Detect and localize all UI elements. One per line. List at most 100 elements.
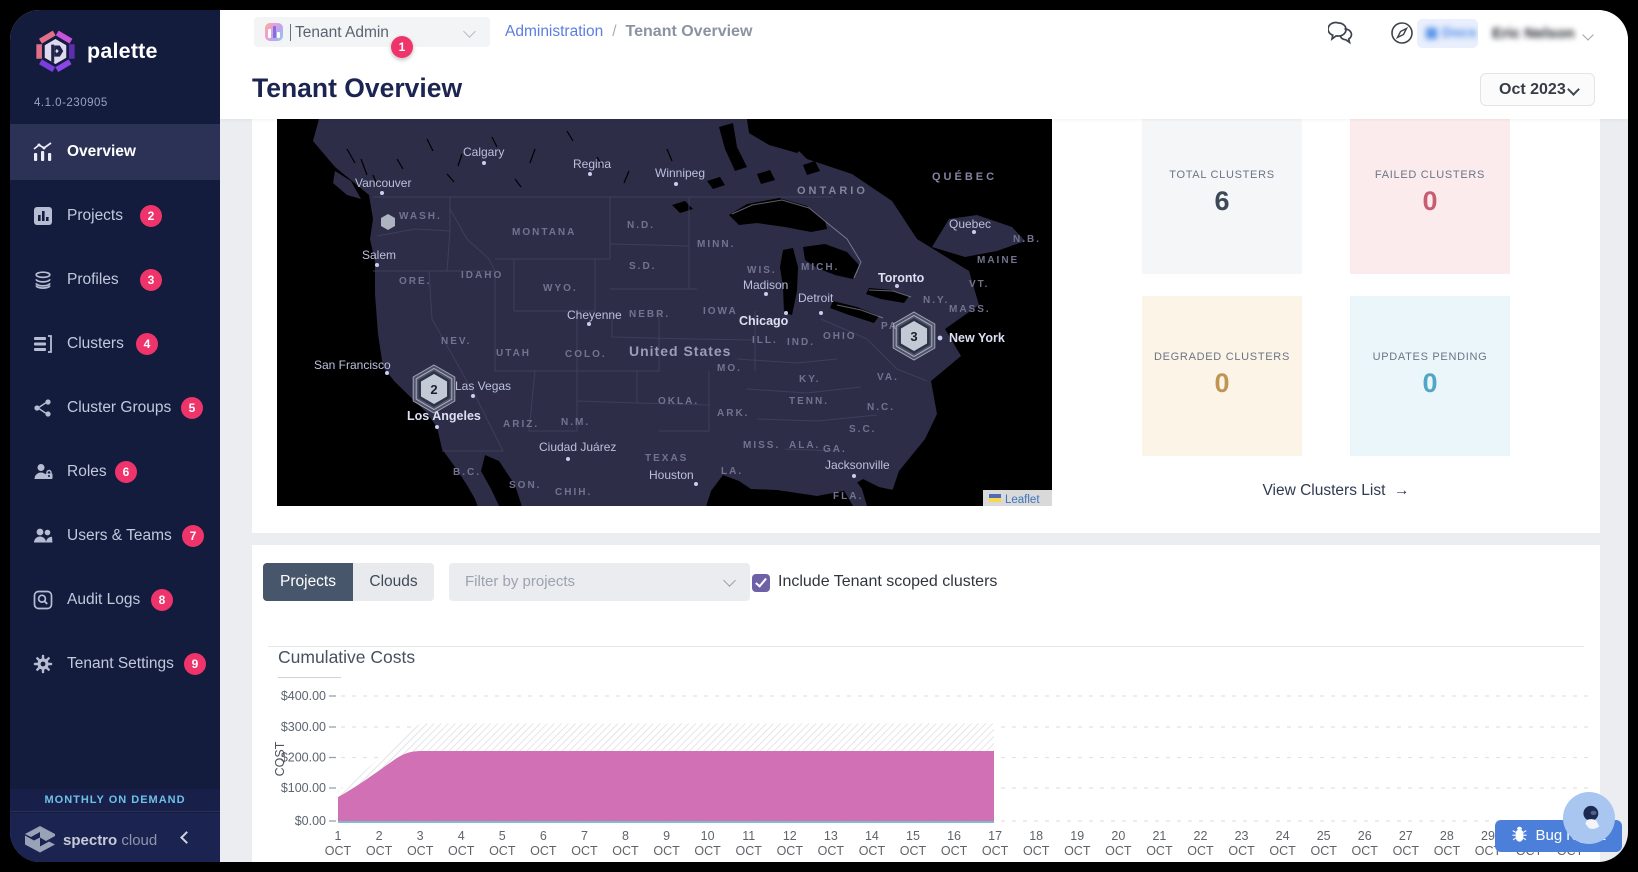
svg-text:Toronto: Toronto	[878, 271, 925, 285]
svg-text:OCT: OCT	[612, 844, 639, 858]
svg-text:MONTANA: MONTANA	[512, 227, 576, 238]
svg-text:N.D.: N.D.	[627, 220, 655, 231]
svg-text:Leaflet: Leaflet	[1005, 494, 1040, 506]
svg-text:IDAHO: IDAHO	[461, 270, 503, 281]
svg-text:OCT: OCT	[736, 844, 763, 858]
svg-text:$400.00: $400.00	[281, 689, 326, 703]
svg-text:18: 18	[1029, 829, 1043, 843]
svg-text:N.C.: N.C.	[867, 402, 895, 413]
svg-text:OCT: OCT	[1352, 844, 1379, 858]
svg-text:14: 14	[865, 829, 879, 843]
svg-text:Regina: Regina	[573, 157, 611, 171]
svg-text:MAINE: MAINE	[977, 255, 1019, 266]
svg-text:OCT: OCT	[489, 844, 516, 858]
svg-text:Los Angeles: Los Angeles	[407, 409, 481, 423]
svg-text:12: 12	[783, 829, 797, 843]
svg-text:OCT: OCT	[325, 844, 352, 858]
svg-text:25: 25	[1317, 829, 1331, 843]
svg-text:6: 6	[540, 829, 547, 843]
svg-text:N.Y.: N.Y.	[923, 295, 949, 306]
svg-text:OCT: OCT	[1393, 844, 1420, 858]
svg-text:New York: New York	[949, 331, 1005, 345]
svg-text:9: 9	[663, 829, 670, 843]
svg-text:COLO.: COLO.	[565, 349, 607, 360]
svg-text:TEXAS: TEXAS	[645, 453, 688, 464]
svg-text:OKLA.: OKLA.	[658, 396, 699, 407]
svg-text:TENN.: TENN.	[789, 396, 829, 407]
svg-text:COST: COST	[273, 741, 287, 776]
svg-text:S.C.: S.C.	[849, 424, 876, 435]
svg-text:PA: PA	[881, 321, 898, 332]
svg-text:ILL.: ILL.	[752, 335, 778, 346]
svg-text:MISS.: MISS.	[743, 440, 780, 451]
svg-text:Las Vegas: Las Vegas	[455, 379, 511, 393]
svg-text:OCT: OCT	[1228, 844, 1255, 858]
svg-text:ONTARIO: ONTARIO	[797, 185, 868, 197]
svg-text:Quebec: Quebec	[949, 217, 991, 231]
svg-text:5: 5	[499, 829, 506, 843]
svg-text:27: 27	[1399, 829, 1413, 843]
svg-text:SON.: SON.	[509, 480, 541, 491]
svg-text:Ciudad Juárez: Ciudad Juárez	[539, 440, 616, 454]
svg-text:OCT: OCT	[366, 844, 393, 858]
svg-text:ALA.: ALA.	[789, 440, 820, 451]
svg-text:MICH.: MICH.	[801, 262, 839, 273]
svg-text:N.M.: N.M.	[561, 417, 590, 428]
svg-text:OCT: OCT	[1187, 844, 1214, 858]
svg-text:15: 15	[906, 829, 920, 843]
svg-text:Jacksonville: Jacksonville	[825, 458, 890, 472]
svg-text:3: 3	[910, 329, 917, 344]
svg-text:Chicago: Chicago	[739, 314, 789, 328]
svg-text:OCT: OCT	[1105, 844, 1132, 858]
svg-text:$300.00: $300.00	[281, 720, 326, 734]
svg-text:23: 23	[1235, 829, 1249, 843]
svg-text:MASS.: MASS.	[949, 304, 991, 315]
svg-text:OCT: OCT	[982, 844, 1009, 858]
svg-text:MO.: MO.	[717, 363, 742, 374]
svg-text:WYO.: WYO.	[543, 283, 578, 294]
svg-text:20: 20	[1111, 829, 1125, 843]
svg-text:ORE.: ORE.	[399, 276, 431, 287]
svg-text:OCT: OCT	[1064, 844, 1091, 858]
svg-text:Madison: Madison	[743, 278, 788, 292]
svg-text:OCT: OCT	[571, 844, 598, 858]
svg-text:24: 24	[1276, 829, 1290, 843]
svg-text:OCT: OCT	[900, 844, 927, 858]
svg-text:OCT: OCT	[1023, 844, 1050, 858]
svg-text:OCT: OCT	[530, 844, 557, 858]
svg-text:2: 2	[376, 829, 383, 843]
svg-text:OCT: OCT	[653, 844, 680, 858]
svg-text:ARIZ.: ARIZ.	[503, 419, 539, 430]
svg-text:MINN.: MINN.	[697, 239, 735, 250]
svg-text:UTAH: UTAH	[496, 348, 531, 359]
svg-text:United States: United States	[629, 343, 731, 359]
svg-text:Detroit: Detroit	[798, 291, 834, 305]
svg-text:17: 17	[988, 829, 1002, 843]
svg-text:OCT: OCT	[1434, 844, 1461, 858]
svg-text:OCT: OCT	[407, 844, 434, 858]
svg-text:28: 28	[1440, 829, 1454, 843]
svg-text:16: 16	[947, 829, 961, 843]
svg-text:2: 2	[430, 382, 437, 397]
svg-text:21: 21	[1152, 829, 1166, 843]
svg-text:S.D.: S.D.	[629, 261, 656, 272]
svg-text:B.C.: B.C.	[453, 467, 481, 478]
svg-text:OCT: OCT	[1475, 844, 1502, 858]
svg-text:Vancouver: Vancouver	[355, 176, 411, 190]
svg-text:3: 3	[417, 829, 424, 843]
svg-text:WASH.: WASH.	[399, 211, 442, 222]
svg-text:OCT: OCT	[941, 844, 968, 858]
svg-text:Cheyenne: Cheyenne	[567, 308, 622, 322]
svg-text:Calgary: Calgary	[463, 145, 504, 159]
svg-text:CHIH.: CHIH.	[555, 487, 592, 498]
svg-text:OCT: OCT	[1269, 844, 1296, 858]
svg-text:26: 26	[1358, 829, 1372, 843]
svg-text:OCT: OCT	[859, 844, 886, 858]
svg-text:Winnipeg: Winnipeg	[655, 166, 705, 180]
svg-text:KY.: KY.	[799, 374, 821, 385]
svg-text:19: 19	[1070, 829, 1084, 843]
svg-text:7: 7	[581, 829, 588, 843]
svg-text:4: 4	[458, 829, 465, 843]
svg-text:VT.: VT.	[969, 279, 989, 290]
svg-text:1: 1	[335, 829, 342, 843]
